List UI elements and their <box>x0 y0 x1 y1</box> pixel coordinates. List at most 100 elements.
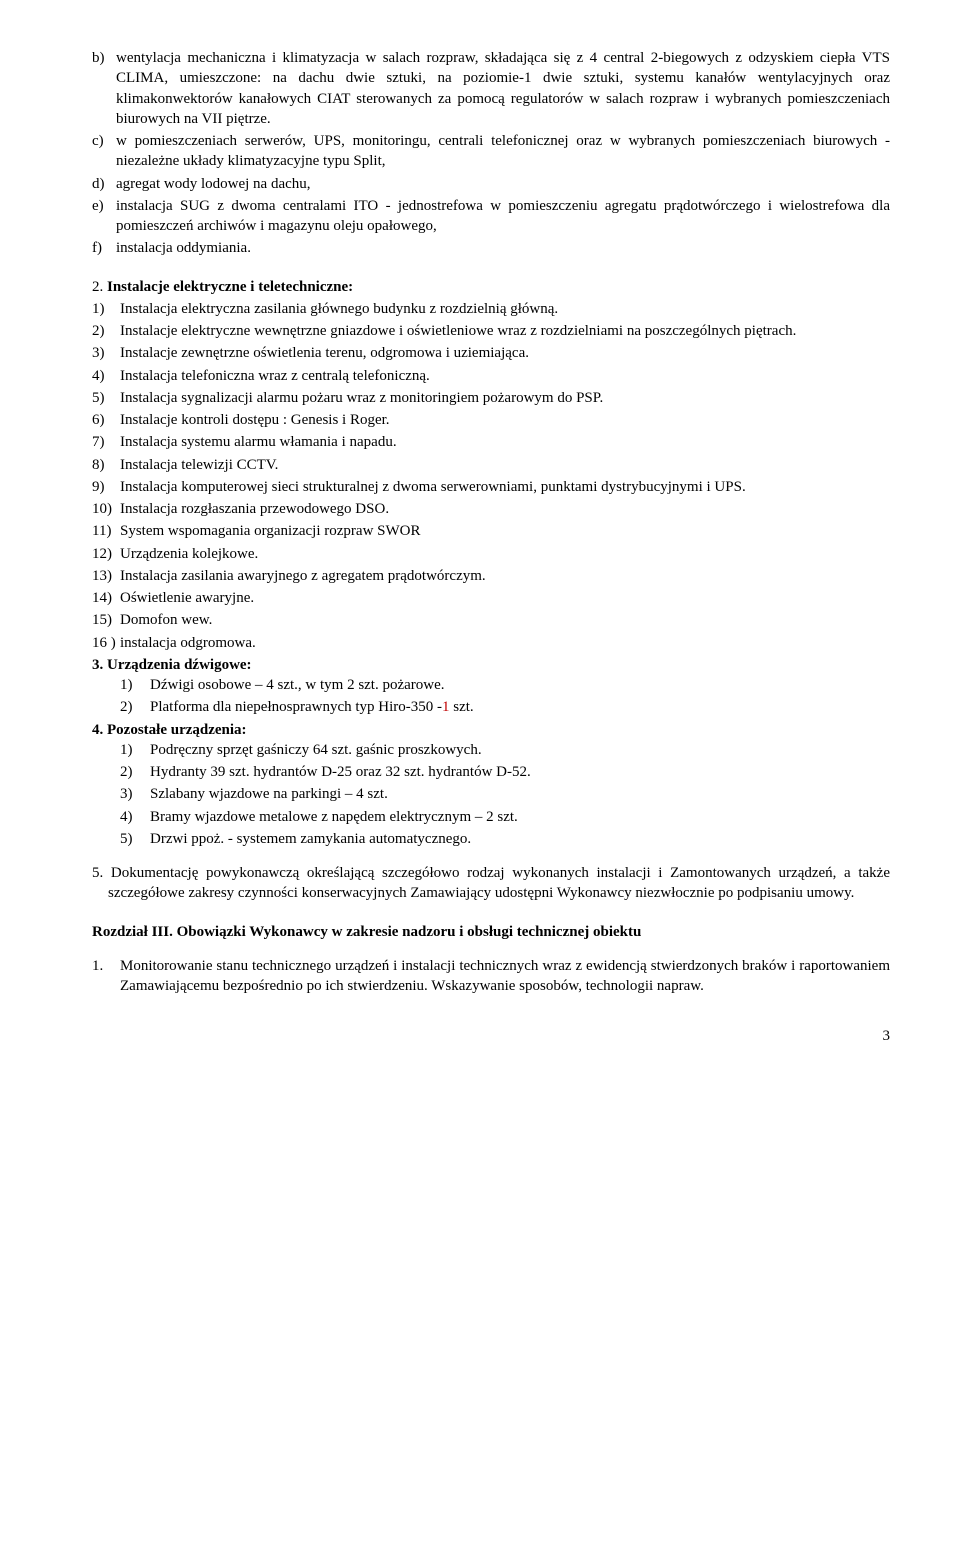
list-marker: 3) <box>92 343 120 363</box>
lettered-item: e)instalacja SUG z dwoma centralami ITO … <box>92 196 890 237</box>
section-5-text: 5. Dokumentację powykonawczą określającą… <box>92 863 890 904</box>
numbered-item: 4)Bramy wjazdowe metalowe z napędem elek… <box>120 807 890 827</box>
numbered-item: 1)Dźwigi osobowe – 4 szt., w tym 2 szt. … <box>120 675 890 695</box>
red-text: 1 <box>442 699 450 715</box>
section-5-paragraph: 5. Dokumentację powykonawczą określającą… <box>92 863 890 904</box>
page-number: 3 <box>92 1026 890 1046</box>
list-marker: 15) <box>92 610 120 630</box>
list-marker: 16 ) <box>92 633 120 653</box>
list-marker: 1. <box>92 956 120 997</box>
list-text: Oświetlenie awaryjne. <box>120 588 890 608</box>
list-marker: 13) <box>92 566 120 586</box>
list-text: Instalacja telewizji CCTV. <box>120 455 890 475</box>
numbered-item: 14)Oświetlenie awaryjne. <box>92 588 890 608</box>
chapter-3-list: 1.Monitorowanie stanu technicznego urząd… <box>92 956 890 997</box>
lettered-item: b)wentylacja mechaniczna i klimatyzacja … <box>92 48 890 129</box>
list-text: instalacja oddymiania. <box>116 238 890 258</box>
section-4-list: 1)Podręczny sprzęt gaśniczy 64 szt. gaśn… <box>92 740 890 849</box>
numbered-item: 15)Domofon wew. <box>92 610 890 630</box>
list-marker: d) <box>92 174 116 194</box>
list-marker: e) <box>92 196 116 237</box>
list-text: Hydranty 39 szt. hydrantów D-25 oraz 32 … <box>150 762 890 782</box>
list-text: Instalacja elektryczna zasilania główneg… <box>120 299 890 319</box>
numbered-item: 3)Szlabany wjazdowe na parkingi – 4 szt. <box>120 784 890 804</box>
list-marker: 3) <box>120 784 150 804</box>
numbered-item: 9)Instalacja komputerowej sieci struktur… <box>92 477 890 497</box>
list-marker: 11) <box>92 521 120 541</box>
list-marker: 2) <box>120 697 150 717</box>
list-text: wentylacja mechaniczna i klimatyzacja w … <box>116 48 890 129</box>
lettered-item: d)agregat wody lodowej na dachu, <box>92 174 890 194</box>
list-text: Instalacje kontroli dostępu : Genesis i … <box>120 410 890 430</box>
section-4-heading: 4. Pozostałe urządzenia: <box>92 720 890 740</box>
list-marker: 4) <box>120 807 150 827</box>
list-marker: 1) <box>92 299 120 319</box>
list-marker: 10) <box>92 499 120 519</box>
list-marker: 4) <box>92 366 120 386</box>
list-marker: f) <box>92 238 116 258</box>
list-marker: b) <box>92 48 116 129</box>
list-text: Instalacja systemu alarmu włamania i nap… <box>120 432 890 452</box>
section-2-list: 1)Instalacja elektryczna zasilania główn… <box>92 299 890 653</box>
list-marker: 6) <box>92 410 120 430</box>
numbered-item: 1)Podręczny sprzęt gaśniczy 64 szt. gaśn… <box>120 740 890 760</box>
list-marker: c) <box>92 131 116 172</box>
list-text: Instalacja telefoniczna wraz z centralą … <box>120 366 890 386</box>
list-text: System wspomagania organizacji rozpraw S… <box>120 521 890 541</box>
list-text: Urządzenia kolejkowe. <box>120 544 890 564</box>
numbered-item: 6)Instalacje kontroli dostępu : Genesis … <box>92 410 890 430</box>
list-text: Dźwigi osobowe – 4 szt., w tym 2 szt. po… <box>150 675 890 695</box>
numbered-item: 16 )instalacja odgromowa. <box>92 633 890 653</box>
numbered-item: 1.Monitorowanie stanu technicznego urząd… <box>92 956 890 997</box>
numbered-item: 2)Instalacje elektryczne wewnętrzne gnia… <box>92 321 890 341</box>
list-text: instalacja SUG z dwoma centralami ITO - … <box>116 196 890 237</box>
numbered-item: 13)Instalacja zasilania awaryjnego z agr… <box>92 566 890 586</box>
list-text: w pomieszczeniach serwerów, UPS, monitor… <box>116 131 890 172</box>
section-2-heading: 2. Instalacje elektryczne i teletechnicz… <box>92 277 890 297</box>
list-marker: 12) <box>92 544 120 564</box>
numbered-item: 4)Instalacja telefoniczna wraz z central… <box>92 366 890 386</box>
list-marker: 14) <box>92 588 120 608</box>
list-text: Szlabany wjazdowe na parkingi – 4 szt. <box>150 784 890 804</box>
list-text: Bramy wjazdowe metalowe z napędem elektr… <box>150 807 890 827</box>
numbered-item: 5)Instalacja sygnalizacji alarmu pożaru … <box>92 388 890 408</box>
section-2-num: 2. <box>92 279 103 295</box>
list-text: Instalacja rozgłaszania przewodowego DSO… <box>120 499 890 519</box>
lettered-item: c)w pomieszczeniach serwerów, UPS, monit… <box>92 131 890 172</box>
list-text: Instalacje elektryczne wewnętrzne gniazd… <box>120 321 890 341</box>
list-marker: 9) <box>92 477 120 497</box>
list-marker: 5) <box>92 388 120 408</box>
list-text: Drzwi ppoż. - systemem zamykania automat… <box>150 829 890 849</box>
lettered-item: f)instalacja oddymiania. <box>92 238 890 258</box>
list-marker: 1) <box>120 675 150 695</box>
numbered-item: 12)Urządzenia kolejkowe. <box>92 544 890 564</box>
numbered-item: 3)Instalacje zewnętrzne oświetlenia tere… <box>92 343 890 363</box>
list-text: Instalacja komputerowej sieci struktural… <box>120 477 890 497</box>
list-text: Monitorowanie stanu technicznego urządze… <box>120 956 890 997</box>
list-marker: 5) <box>120 829 150 849</box>
list-text: Instalacja sygnalizacji alarmu pożaru wr… <box>120 388 890 408</box>
section-3-heading: 3. Urządzenia dźwigowe: <box>92 655 890 675</box>
list-marker: 2) <box>120 762 150 782</box>
numbered-item: 1)Instalacja elektryczna zasilania główn… <box>92 299 890 319</box>
list-text: Instalacje zewnętrzne oświetlenia terenu… <box>120 343 890 363</box>
list-marker: 2) <box>92 321 120 341</box>
numbered-item: 2)Hydranty 39 szt. hydrantów D-25 oraz 3… <box>120 762 890 782</box>
list-marker: 1) <box>120 740 150 760</box>
numbered-item: 8)Instalacja telewizji CCTV. <box>92 455 890 475</box>
numbered-item: 11)System wspomagania organizacji rozpra… <box>92 521 890 541</box>
numbered-item: 10)Instalacja rozgłaszania przewodowego … <box>92 499 890 519</box>
list-text: Platforma dla niepełnosprawnych typ Hiro… <box>150 697 890 717</box>
list-text: agregat wody lodowej na dachu, <box>116 174 890 194</box>
lettered-list: b)wentylacja mechaniczna i klimatyzacja … <box>92 48 890 259</box>
list-text: Instalacja zasilania awaryjnego z agrega… <box>120 566 890 586</box>
numbered-item: 2)Platforma dla niepełnosprawnych typ Hi… <box>120 697 890 717</box>
list-text: Domofon wew. <box>120 610 890 630</box>
chapter-3-heading: Rozdział III. Obowiązki Wykonawcy w zakr… <box>92 922 890 942</box>
list-text: instalacja odgromowa. <box>120 633 890 653</box>
numbered-item: 7)Instalacja systemu alarmu włamania i n… <box>92 432 890 452</box>
list-text: Podręczny sprzęt gaśniczy 64 szt. gaśnic… <box>150 740 890 760</box>
section-2-title: Instalacje elektryczne i teletechniczne: <box>107 279 353 295</box>
list-marker: 8) <box>92 455 120 475</box>
numbered-item: 5)Drzwi ppoż. - systemem zamykania autom… <box>120 829 890 849</box>
